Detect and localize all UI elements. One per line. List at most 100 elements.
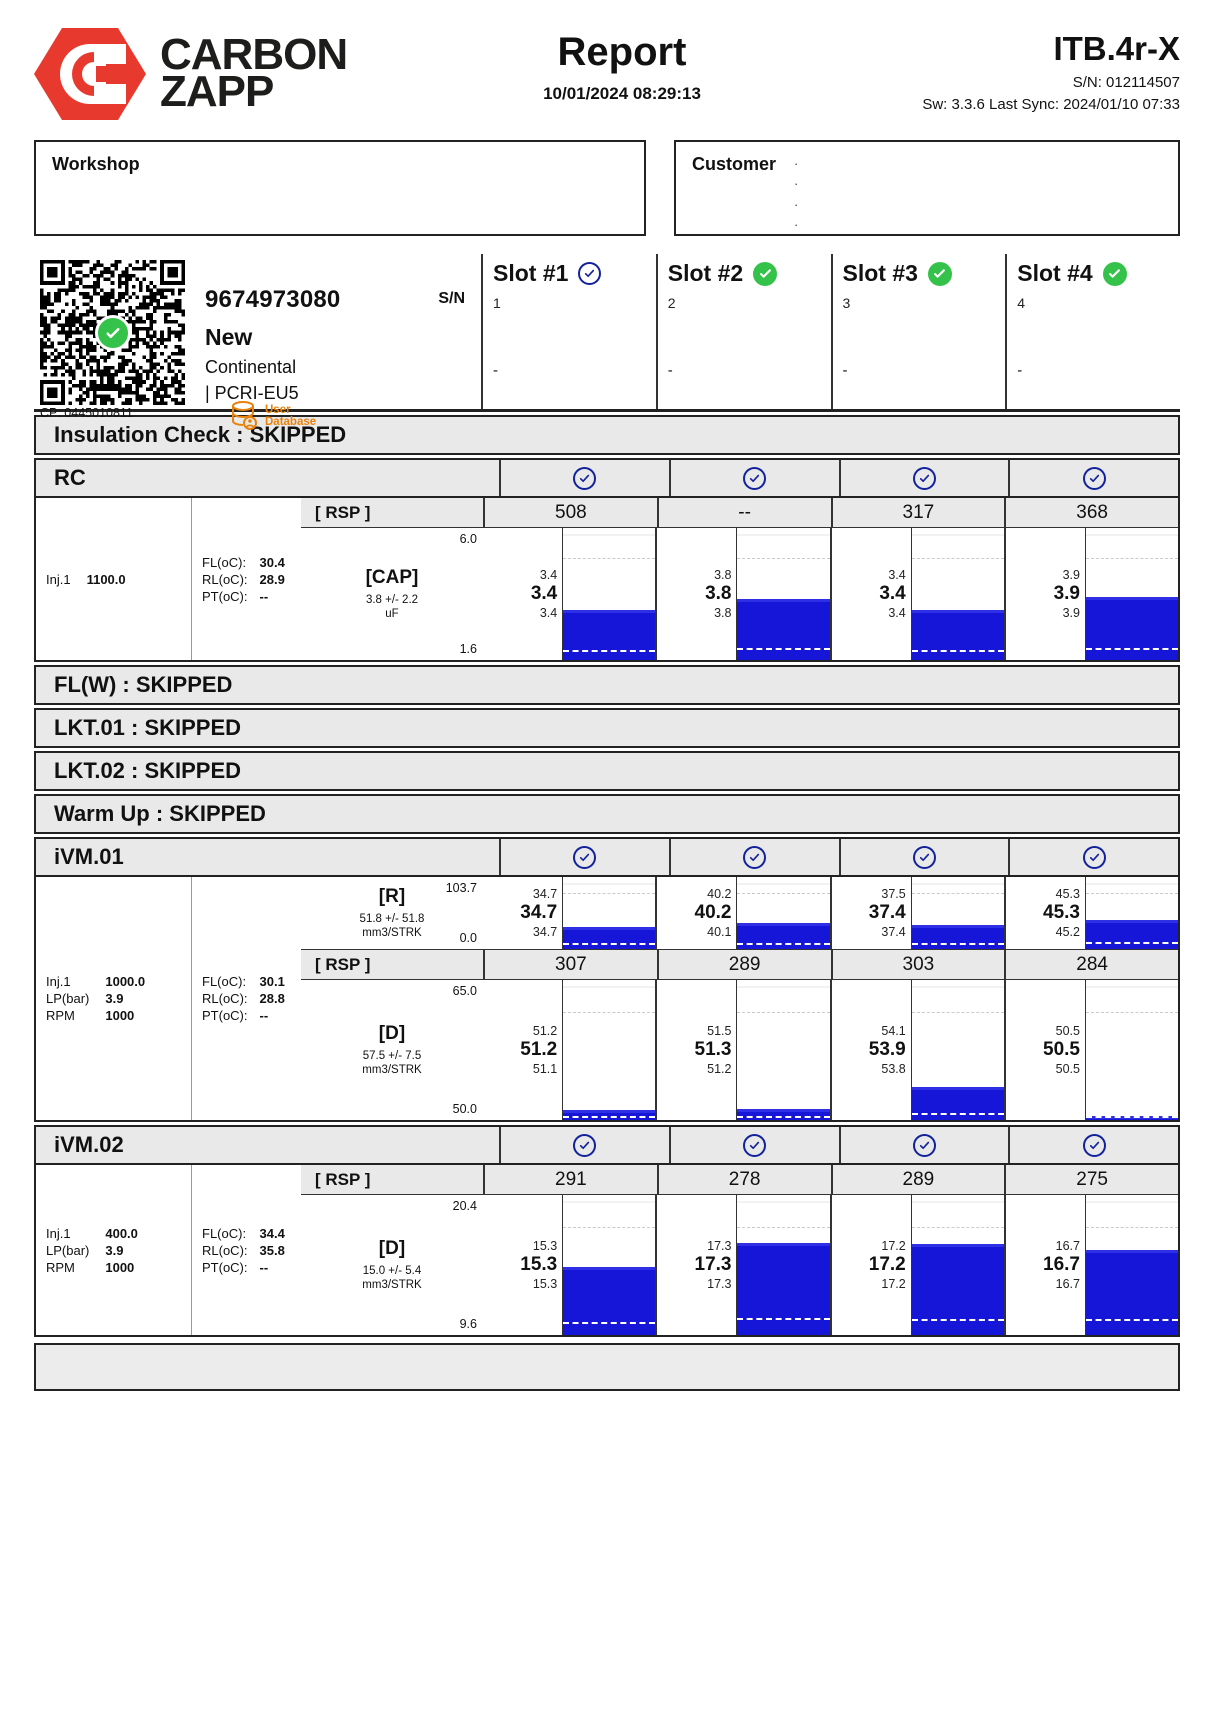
bar-plot	[736, 980, 830, 1120]
value-avg: 51.2	[520, 1039, 558, 1060]
brand-logo: CARBON ZAPP	[34, 18, 394, 124]
value-min: 45.2	[1055, 925, 1080, 939]
report-datetime: 10/01/2024 08:29:13	[543, 84, 701, 103]
value-min: 53.8	[881, 1062, 906, 1076]
param-key: Inj.1	[46, 1225, 71, 1241]
rc-measurement-block: Inj.1 1100.0 FL(oC): 30.4 RL(oC): 28.9 PT(oC)…	[34, 498, 1180, 662]
rsp-value-slot-2: --	[656, 498, 831, 527]
results-table: CP: 0445010811 User Database	[34, 254, 1180, 1337]
metric-tag: [D]	[378, 1237, 406, 1259]
measurement-band	[911, 1244, 1004, 1335]
device-model: ITB.4r-X	[1053, 30, 1180, 67]
rc-injection-params: Inj.1 1100.0	[36, 498, 191, 660]
value-max: 17.2	[881, 1239, 906, 1253]
db-badge-line-1: User	[265, 403, 291, 416]
customer-label: Customer	[692, 154, 777, 174]
injector-part-number: 9674973080	[205, 286, 341, 313]
ivm01-r-charts: 34.7 34.7 34.7 40.2 40.2 40.1	[483, 877, 1178, 949]
metric-meta: 65.0 50.0 [D] 57.5 +/- 7.5 mm3/STRK	[301, 980, 483, 1120]
value-avg: 3.9	[1053, 583, 1080, 604]
measurement-band	[1085, 920, 1178, 949]
value-max: 37.5	[881, 887, 906, 901]
param-value: 3.9	[105, 1242, 124, 1258]
section-status-icon	[743, 466, 767, 490]
section-status-icon	[912, 1133, 936, 1157]
value-avg: 40.2	[694, 902, 732, 923]
injector-details: 9674973080 New Continental | PCRI-EU5	[205, 260, 481, 405]
cp-number: CP: 0445010811	[40, 406, 133, 420]
bar-plot	[1084, 877, 1178, 949]
section-lkt02: LKT.02 : SKIPPED	[34, 751, 1180, 791]
bar-plot	[1084, 528, 1178, 660]
measurement-band	[737, 1243, 830, 1335]
chart-value-labels: 50.5 50.5 50.5	[1006, 980, 1085, 1120]
temp-value: 34.4	[259, 1225, 285, 1241]
chart-cell-slot-4: 3.9 3.9 3.9	[1003, 528, 1178, 660]
chart-cell-slot-2: 51.5 51.3 51.2	[655, 980, 830, 1120]
db-badge-line-2: Database	[265, 416, 317, 428]
section-status-icon	[912, 466, 936, 490]
temp-value: --	[259, 588, 269, 604]
slot-serial: -	[842, 362, 848, 379]
value-avg: 50.5	[1043, 1039, 1080, 1060]
section-rc-status-slot-4	[1008, 460, 1178, 496]
chart-value-labels: 17.3 17.3 17.3	[657, 1195, 736, 1335]
bar-plot	[736, 877, 830, 949]
value-avg: 17.3	[694, 1254, 732, 1275]
value-min: 3.9	[1062, 606, 1080, 620]
measurement-band	[563, 1267, 656, 1335]
rsp-value-slot-1: 307	[483, 950, 657, 979]
rsp-value-slot-1: 508	[483, 498, 657, 527]
bar-plot	[562, 528, 656, 660]
section-status-icon	[1082, 845, 1106, 869]
bar-plot	[1084, 980, 1178, 1120]
rsp-value-slot-3: 303	[830, 950, 1005, 979]
slot-status-icon	[927, 261, 952, 286]
measurement-band	[1085, 1250, 1178, 1335]
report-header: CARBON ZAPP Report 10/01/2024 08:29:13 I…	[0, 0, 1214, 140]
chart-value-labels: 51.5 51.3 51.2	[657, 980, 736, 1120]
slot-name: Slot #3	[842, 260, 918, 286]
chart-cell-slot-3: 37.5 37.4 37.4	[829, 877, 1004, 949]
metric-tolerance: 57.5 +/- 7.5 mm3/STRK	[362, 1049, 422, 1076]
value-min: 51.2	[707, 1062, 732, 1076]
temp-key: RL(oC):	[202, 1242, 248, 1258]
axis-min: 0.0	[459, 931, 477, 945]
axis-max: 65.0	[452, 984, 477, 998]
rsp-bar: [ RSP ] 291 278 289 275	[301, 1165, 1178, 1195]
workshop-box[interactable]: Workshop	[34, 140, 646, 236]
slot-header-1[interactable]: Slot #1 1 -	[481, 254, 656, 409]
value-min: 34.7	[532, 925, 558, 939]
qr-code[interactable]	[40, 260, 185, 405]
slot-status-icon	[578, 262, 602, 285]
slot-header-3[interactable]: Slot #3 3 -	[830, 254, 1006, 409]
temp-key: PT(oC):	[202, 1259, 248, 1275]
slot-serial: -	[667, 362, 673, 379]
slot-header-4[interactable]: Slot #4 4 -	[1005, 254, 1180, 409]
customer-box[interactable]: Customer · · · ·	[674, 140, 1180, 236]
ivm02-d-meta-wrap: 20.4 9.6 [D] 15.0 +/- 5.4 mm3/STRK	[301, 1195, 483, 1335]
measurement-band	[563, 610, 656, 660]
value-min: 3.4	[539, 606, 558, 620]
metric-meta: 20.4 9.6 [D] 15.0 +/- 5.4 mm3/STRK	[301, 1195, 483, 1335]
temp-value: --	[259, 1259, 269, 1275]
rsp-value-slot-3: 317	[830, 498, 1005, 527]
injection-params: Inj.1 400.0 LP(bar) 3.9 RPM 1000	[46, 1225, 138, 1276]
carbon-zapp-hex-icon	[34, 24, 146, 124]
section-status-icon	[1082, 1133, 1106, 1157]
section-ivm02-status-slot-1	[499, 1127, 669, 1163]
slot-status-icon	[753, 261, 778, 286]
chart-value-labels: 40.2 40.2 40.1	[657, 877, 736, 949]
section-ivm01-status-slot-1	[499, 839, 669, 875]
param-key: Inj.1	[46, 974, 71, 989]
device-info-block: ITB.4r-X S/N: 012114507 Sw: 3.3.6 Last S…	[850, 18, 1180, 113]
section-ivm01: iVM.01	[34, 837, 1180, 877]
section-status-icon	[743, 845, 767, 869]
param-key: RPM	[46, 1008, 75, 1023]
temp-value: 28.8	[259, 991, 285, 1006]
slot-header-2[interactable]: Slot #2 2 -	[655, 254, 831, 409]
axis-max: 103.7	[445, 881, 477, 895]
slot-serial: -	[493, 362, 498, 379]
metric-tolerance: 15.0 +/- 5.4 mm3/STRK	[362, 1264, 422, 1291]
device-serial: S/N: 012114507	[1072, 74, 1180, 91]
